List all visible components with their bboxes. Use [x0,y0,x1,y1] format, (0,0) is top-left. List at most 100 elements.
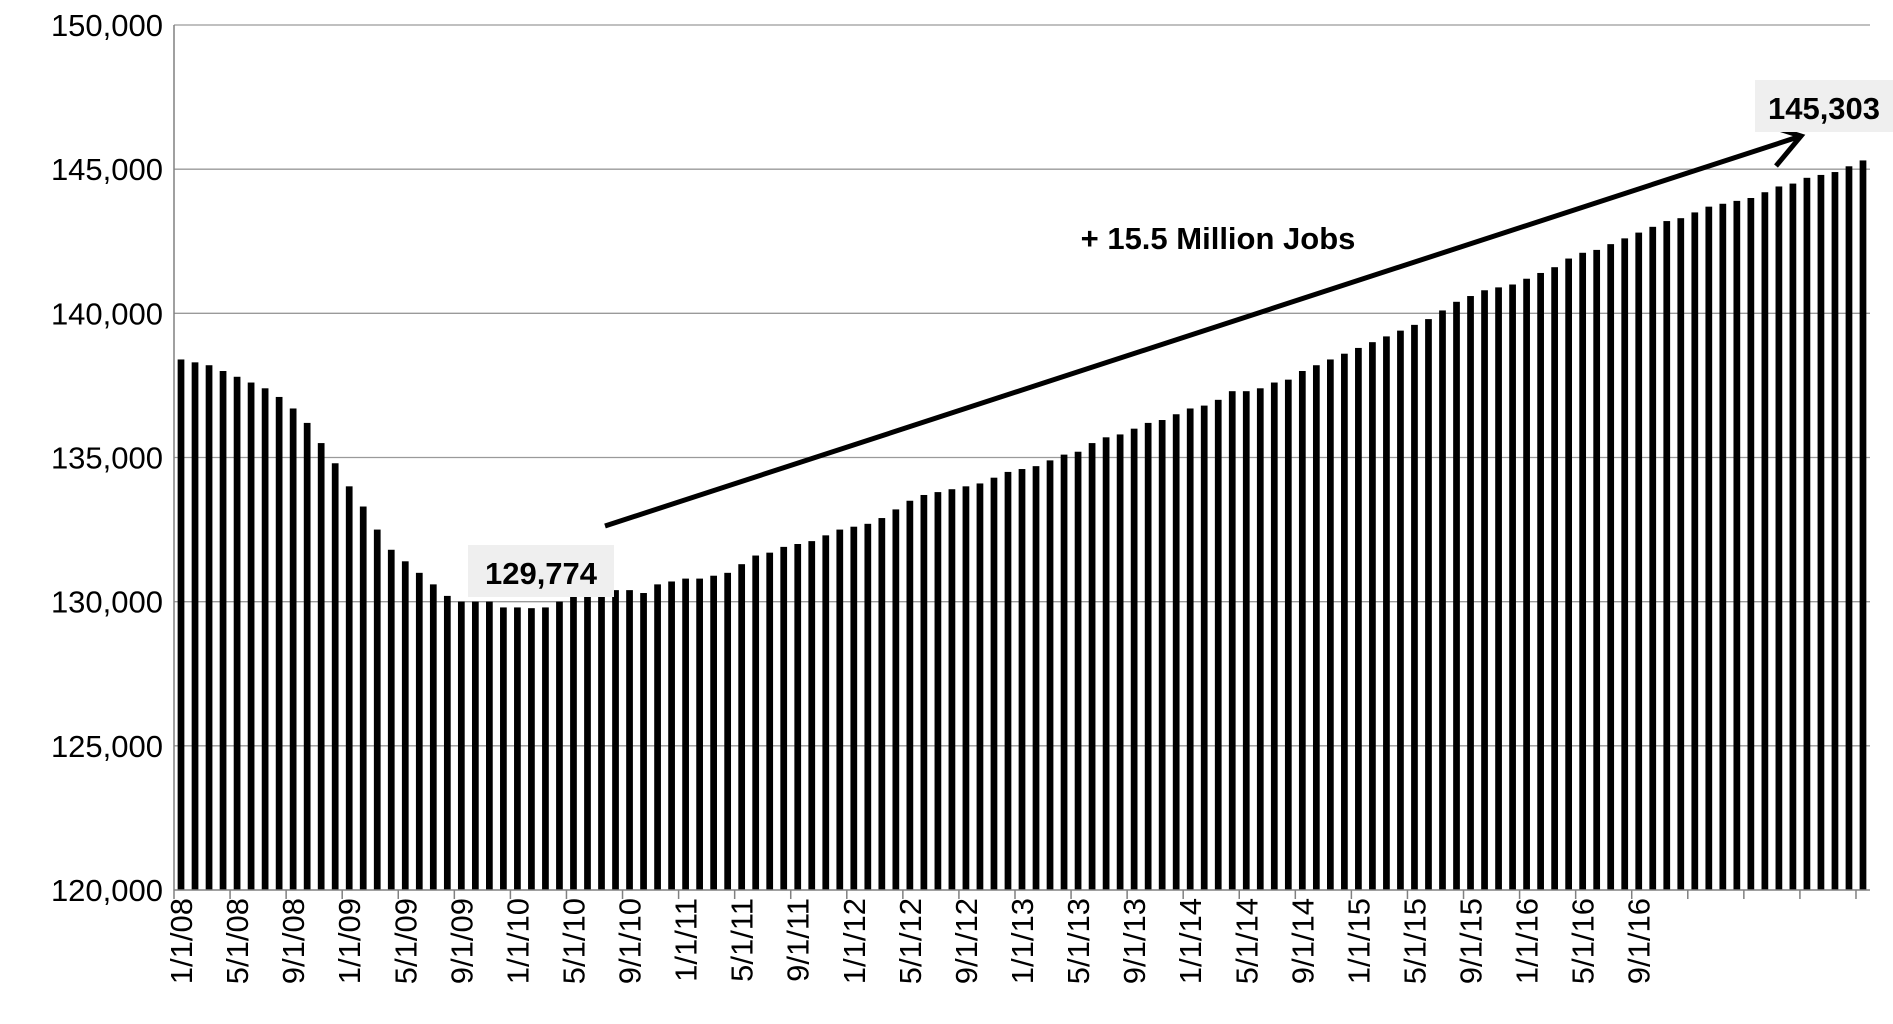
bar [1733,200,1741,891]
bar [1495,287,1502,891]
min-value-label: 129,774 [485,556,598,591]
bar [373,529,381,890]
bar [1032,466,1040,890]
bar [892,509,900,890]
bar [1312,365,1320,890]
bar [457,601,465,890]
y-tick-label: 150,000 [51,8,163,43]
x-tick-label: 5/1/13 [1061,898,1096,984]
bar [934,492,942,890]
y-tick-label: 135,000 [51,441,163,476]
x-tick-label: 1/1/14 [1173,898,1208,984]
bar [1214,399,1222,890]
bar [1523,278,1530,890]
bar [443,595,451,890]
bar [920,494,928,890]
x-axis-tick-labels: 1/1/08 5/1/08 9/1/08 1/1/09 5/1/09 9/1/09 1/1/… [164,898,1657,984]
bar [415,572,423,890]
bar [1677,218,1685,890]
bar [205,365,213,890]
annotations: 129,774 145,303 + 15.5 Million Jobs [468,80,1893,597]
bar [1775,186,1783,890]
bar [682,578,689,890]
bar [556,601,563,890]
jobs-change-label: + 15.5 Million Jobs [1081,221,1356,256]
x-tick-label: 5/1/10 [556,898,591,984]
bar [808,541,816,890]
bar [654,584,661,890]
bar [401,561,409,890]
bar [1551,267,1558,890]
bar [387,549,395,890]
bar [1341,353,1348,890]
bar [976,483,984,890]
bar [1369,342,1376,891]
bar [1144,422,1152,890]
bar [1397,330,1404,891]
bar [500,607,507,890]
bar [275,396,283,890]
bar [1705,206,1713,890]
x-tick-label: 1/1/12 [837,898,872,984]
x-tick-label: 5/1/11 [725,898,760,982]
x-tick-label: 9/1/10 [613,898,648,984]
bar [1481,290,1488,890]
bar [1607,244,1615,891]
bar [528,608,535,890]
bar [1859,160,1867,890]
bar [1383,336,1390,890]
bar [289,408,297,890]
bar [570,595,577,890]
bar [247,382,255,890]
bar [191,362,199,891]
bar [1116,434,1124,890]
bar [1088,443,1096,890]
bar [1663,221,1671,891]
x-tick-label: 5/1/12 [893,898,928,984]
bar [1200,405,1208,890]
bar [261,388,269,890]
bar [1270,382,1278,890]
bar [696,578,703,890]
bar [177,359,185,890]
bar [1158,420,1166,890]
bar [1411,324,1418,890]
bar [1635,232,1643,891]
x-tick-label: 5/1/08 [220,898,255,984]
bar [429,584,437,890]
bar [640,593,647,890]
x-tick-label: 9/1/15 [1454,898,1489,984]
bar [850,526,858,890]
bar [738,564,746,890]
bar [1242,391,1250,890]
bar [1439,310,1446,890]
bar [303,422,311,890]
bar [1130,428,1138,890]
bar [1326,359,1334,890]
x-tick-label: 5/1/09 [388,898,423,984]
x-tick-label: 1/1/15 [1341,898,1376,984]
bar [219,371,227,890]
bar [612,590,619,890]
bar [1719,203,1727,890]
bar [1453,301,1460,890]
bar [1579,252,1587,891]
bar [471,601,479,890]
y-tick-label: 140,000 [51,296,163,331]
bar [906,500,914,890]
min-value-label-box [468,545,614,597]
bar [598,587,605,890]
x-tick-label: 9/1/12 [949,898,984,984]
bar [1831,172,1839,891]
bar [794,544,802,890]
bar [317,443,325,890]
bar [359,506,367,890]
bar [1621,238,1629,890]
x-tick-label: 9/1/11 [781,898,816,982]
x-tick-label: 9/1/14 [1285,898,1320,984]
bars [177,160,1867,891]
y-tick-label: 125,000 [51,729,163,764]
bar [1046,460,1054,890]
bar [1565,258,1573,890]
bar [822,535,830,890]
